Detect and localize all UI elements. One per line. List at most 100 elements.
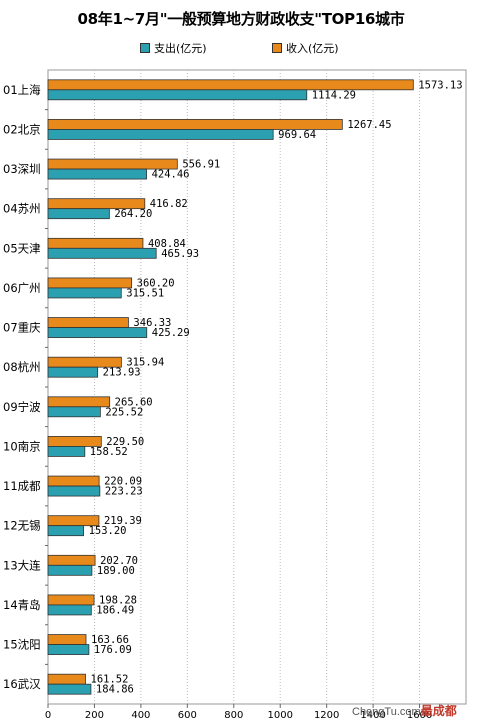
value-label-income: 265.60 xyxy=(115,396,153,408)
chart-title: 08年1~7月"一般预算地方财政收支"TOP16城市 xyxy=(77,10,405,28)
x-tick-label: 1600 xyxy=(407,710,432,720)
category-label: 14青岛 xyxy=(3,598,41,612)
category-label: 11成都 xyxy=(3,479,41,493)
value-label-expense: 425.29 xyxy=(152,327,190,339)
category-label: 03深圳 xyxy=(3,162,41,176)
value-label-income: 408.84 xyxy=(148,238,186,250)
category-label: 15沈阳 xyxy=(3,638,41,652)
bar-expense xyxy=(47,327,148,338)
value-label-income: 198.28 xyxy=(99,594,137,606)
x-tick-label: 200 xyxy=(85,710,104,720)
category-label: 16武汉 xyxy=(3,677,41,691)
bar-income xyxy=(47,673,86,685)
bar-income xyxy=(47,634,87,645)
bar-expense xyxy=(47,168,147,180)
bar-income xyxy=(47,237,144,249)
value-label-expense: 189.00 xyxy=(97,565,135,577)
bar-income xyxy=(47,277,133,289)
bar-income xyxy=(47,356,122,368)
value-label-expense: 225.52 xyxy=(105,406,143,418)
value-label-expense: 424.46 xyxy=(152,169,190,181)
value-label-income: 163.66 xyxy=(91,634,129,646)
value-label-expense: 465.93 xyxy=(161,248,199,260)
bar-expense xyxy=(47,89,308,101)
bar-income xyxy=(47,317,129,328)
bar-expense xyxy=(47,485,101,497)
category-label: 10南京 xyxy=(3,439,41,453)
bar-income xyxy=(47,198,146,210)
value-label-income: 416.82 xyxy=(150,198,188,210)
value-label-income: 229.50 xyxy=(106,436,144,448)
value-label-expense: 153.20 xyxy=(89,525,127,537)
value-label-expense: 223.23 xyxy=(105,486,143,498)
bar-expense xyxy=(47,683,92,695)
category-label: 13大连 xyxy=(3,558,41,572)
x-tick-label: 600 xyxy=(178,710,197,720)
value-label-income: 346.33 xyxy=(133,317,171,329)
watermark-cn: 最成都 xyxy=(420,704,457,718)
value-label-income: 220.09 xyxy=(104,476,142,488)
x-tick-label: 1000 xyxy=(267,710,292,720)
bar-expense xyxy=(47,525,84,537)
category-label: 01上海 xyxy=(3,83,41,97)
bar-expense xyxy=(47,604,92,616)
category-label: 04苏州 xyxy=(3,202,41,216)
bar-expense xyxy=(47,446,86,457)
value-label-income: 219.39 xyxy=(104,515,142,527)
bar-expense xyxy=(47,564,93,576)
legend-item-income: 收入(亿元) xyxy=(272,40,339,56)
watermark: ChengTu.com最成都 xyxy=(352,702,457,719)
x-tick-label: 800 xyxy=(224,710,243,720)
legend-swatch-expense xyxy=(140,43,150,53)
watermark-text: ChengTu.com xyxy=(352,706,421,718)
x-tick-label: 1200 xyxy=(314,710,339,720)
bar-expense xyxy=(47,208,110,220)
value-label-income: 202.70 xyxy=(100,555,138,567)
bar-income xyxy=(47,158,178,170)
category-label: 12无锡 xyxy=(3,519,41,533)
value-label-expense: 264.20 xyxy=(114,208,152,220)
value-label-income: 1573.13 xyxy=(418,79,462,91)
value-label-expense: 213.93 xyxy=(103,367,141,379)
category-label: 05天津 xyxy=(3,241,41,255)
legend-label-income: 收入(亿元) xyxy=(286,42,339,55)
bar-income xyxy=(47,396,111,408)
value-label-income: 315.94 xyxy=(126,357,164,369)
value-label-expense: 969.64 xyxy=(278,129,316,141)
bar-expense xyxy=(47,287,122,299)
value-label-expense: 176.09 xyxy=(94,644,132,656)
bar-income xyxy=(47,119,343,130)
bar-expense xyxy=(47,366,99,378)
bar-income xyxy=(47,554,96,566)
value-label-income: 161.52 xyxy=(91,674,129,686)
category-label: 06广州 xyxy=(3,281,41,295)
value-label-expense: 184.86 xyxy=(96,684,134,696)
x-tick-label: 0 xyxy=(45,710,51,720)
legend-label-expense: 支出(亿元) xyxy=(154,42,207,55)
legend: 支出(亿元) 收入(亿元) xyxy=(0,40,482,56)
value-label-expense: 186.49 xyxy=(96,604,134,616)
category-label: 02北京 xyxy=(3,122,41,136)
value-label-expense: 1114.29 xyxy=(312,89,356,101)
value-label-expense: 158.52 xyxy=(90,446,128,458)
bar-income xyxy=(47,475,100,487)
bar-income xyxy=(47,594,95,606)
value-label-income: 556.91 xyxy=(182,159,220,171)
bar-expense xyxy=(47,129,274,140)
x-tick-label: 400 xyxy=(131,710,150,720)
bar-income xyxy=(47,79,414,91)
category-label: 08杭州 xyxy=(3,360,41,374)
bar-expense xyxy=(47,247,157,259)
bar-income xyxy=(47,515,100,527)
value-label-income: 360.20 xyxy=(137,277,175,289)
bar-expense xyxy=(47,644,90,655)
bar-income xyxy=(47,436,102,447)
category-label: 07重庆 xyxy=(3,321,41,335)
category-label: 09宁波 xyxy=(3,400,41,414)
value-label-income: 1267.45 xyxy=(347,119,391,131)
bar-expense xyxy=(47,406,101,418)
x-tick-label: 1400 xyxy=(360,710,385,720)
legend-swatch-income xyxy=(272,43,282,53)
legend-item-expense: 支出(亿元) xyxy=(140,40,207,56)
